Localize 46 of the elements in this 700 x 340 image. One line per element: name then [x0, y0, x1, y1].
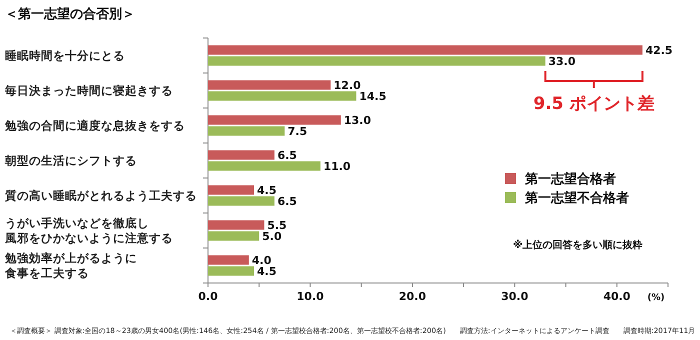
data-label: 4.5 [257, 184, 276, 197]
y-tick-label: 勉強効率が上がるように食事を工夫する [4, 251, 137, 280]
data-label: 42.5 [645, 44, 673, 57]
bar [208, 91, 356, 101]
data-label: 4.5 [257, 264, 276, 278]
bar [208, 231, 260, 241]
bar [208, 161, 320, 171]
y-tick-label: うがい手洗いなどを徹底し風邪をひかないように注意する [4, 216, 173, 245]
data-label: 33.0 [548, 54, 576, 68]
data-label: 5.0 [262, 230, 282, 243]
x-tick-label: 10.0 [296, 290, 324, 303]
bar [208, 255, 249, 265]
x-tick-label: 0.0 [198, 290, 218, 303]
annotation: ※上位の回答を多い順に抜粋 [513, 239, 643, 251]
data-label: 12.0 [334, 78, 362, 92]
data-label: 14.5 [359, 90, 386, 103]
data-label: 5.5 [267, 218, 287, 232]
text: ＜第一志望の合否別＞ [5, 6, 135, 22]
bar [208, 185, 254, 195]
x-tick-label: 40.0 [603, 290, 631, 303]
data-label: 4.0 [252, 254, 272, 267]
annotation: 9.5 ポイント差 [533, 94, 654, 114]
data-label: 7.5 [288, 124, 308, 138]
bar [208, 196, 274, 206]
bar [208, 220, 264, 230]
y-tick-label: 睡眠時間を十分にとる [5, 48, 125, 62]
bar [208, 56, 546, 66]
data-label: 13.0 [344, 114, 372, 127]
legend-label: 第一志望不合格者 [524, 190, 629, 206]
x-tick-label: 30.0 [501, 290, 529, 303]
data-label: 11.0 [323, 160, 351, 173]
y-tick-label: 勉強の合間に適度な息抜きをする [4, 118, 185, 132]
y-tick-label: 質の高い睡眠がとれるよう工夫する [4, 188, 197, 202]
data-label: 6.5 [277, 148, 297, 162]
y-tick-label: 毎日決まった時間に寝起きする [4, 84, 173, 98]
bar [208, 115, 341, 125]
bar [208, 266, 254, 276]
x-axis-title: (%) [647, 293, 665, 303]
legend-label: 第一志望合格者 [524, 171, 616, 187]
bar [208, 150, 274, 160]
data-label: 6.5 [277, 194, 297, 208]
bar [208, 126, 285, 136]
bar [208, 80, 331, 90]
x-tick-label: 20.0 [398, 290, 426, 303]
bar [208, 45, 642, 55]
y-tick-label: 朝型の生活にシフトする [4, 154, 137, 168]
